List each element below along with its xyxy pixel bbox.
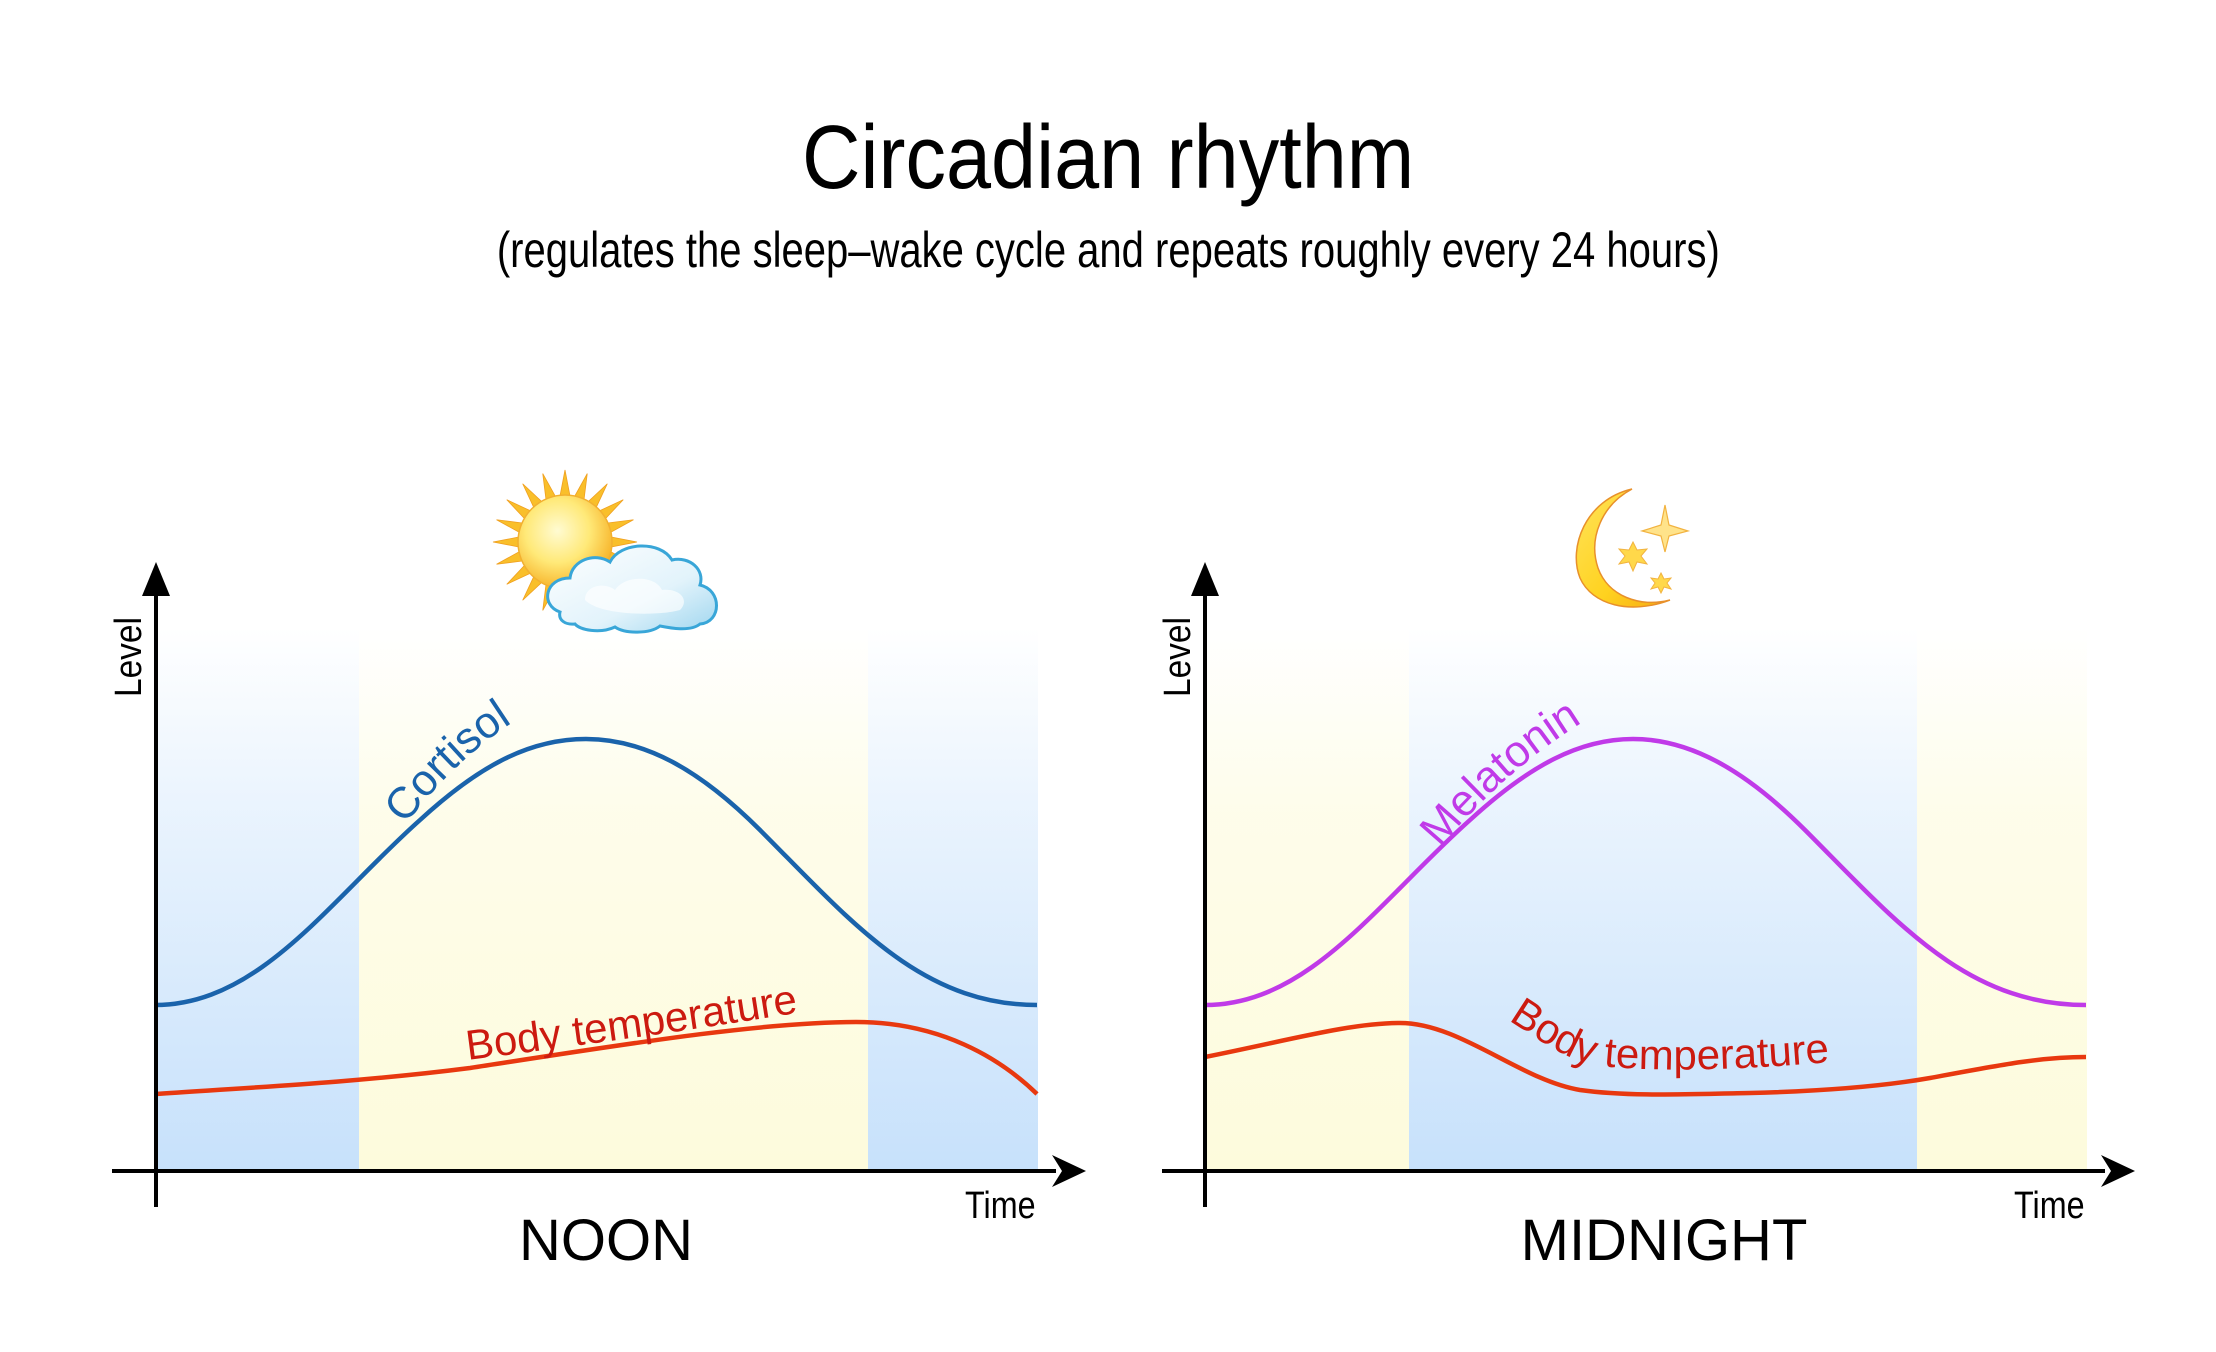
x-axis-label-right: Time (2014, 1185, 2085, 1227)
small-star (1649, 571, 1673, 595)
crescent-moon (1575, 488, 1671, 608)
x-axis-arrow-icon (1052, 1155, 1086, 1187)
day-band (359, 628, 868, 1169)
midnight-chart: Melatonin Body temperature Level Time MI… (1156, 488, 2135, 1273)
six-point-star (1617, 540, 1649, 573)
noon-chart: Cortisol Body temperature Level Time NOO… (107, 469, 1086, 1273)
y-axis-arrow-icon (142, 562, 170, 596)
page-title: Circadian rhythm (0, 108, 2216, 208)
chart-title-midnight: MIDNIGHT (1521, 1208, 1808, 1273)
sun-behind-cloud-icon (492, 469, 718, 634)
day-band-left (1207, 628, 1409, 1169)
y-axis-label-right: Level (1156, 617, 1198, 697)
day-band-right (1917, 628, 2087, 1169)
night-band-right (868, 628, 1038, 1169)
x-axis-label: Time (965, 1185, 1036, 1227)
x-axis-arrow-icon-right (2101, 1155, 2135, 1187)
page-subtitle: (regulates the sleep–wake cycle and repe… (0, 222, 2216, 278)
crescent-moon-and-stars-icon (1575, 488, 1691, 608)
title-text: Circadian rhythm (801, 108, 1415, 208)
melatonin-curve (1204, 736, 2087, 1008)
cloud-highlight (585, 578, 684, 614)
y-axis-arrow-icon-right (1191, 562, 1219, 596)
y-axis-label: Level (107, 617, 149, 697)
subtitle-text: (regulates the sleep–wake cycle and repe… (496, 222, 1720, 278)
body-temperature-curve (154, 1019, 1039, 1097)
chart-title-noon: NOON (519, 1208, 693, 1273)
cortisol-curve (154, 736, 1038, 1008)
night-band-left (157, 628, 359, 1169)
body-temperature-curve-night (1204, 1020, 2087, 1097)
four-point-star (1639, 504, 1691, 553)
night-band (1409, 628, 1917, 1169)
